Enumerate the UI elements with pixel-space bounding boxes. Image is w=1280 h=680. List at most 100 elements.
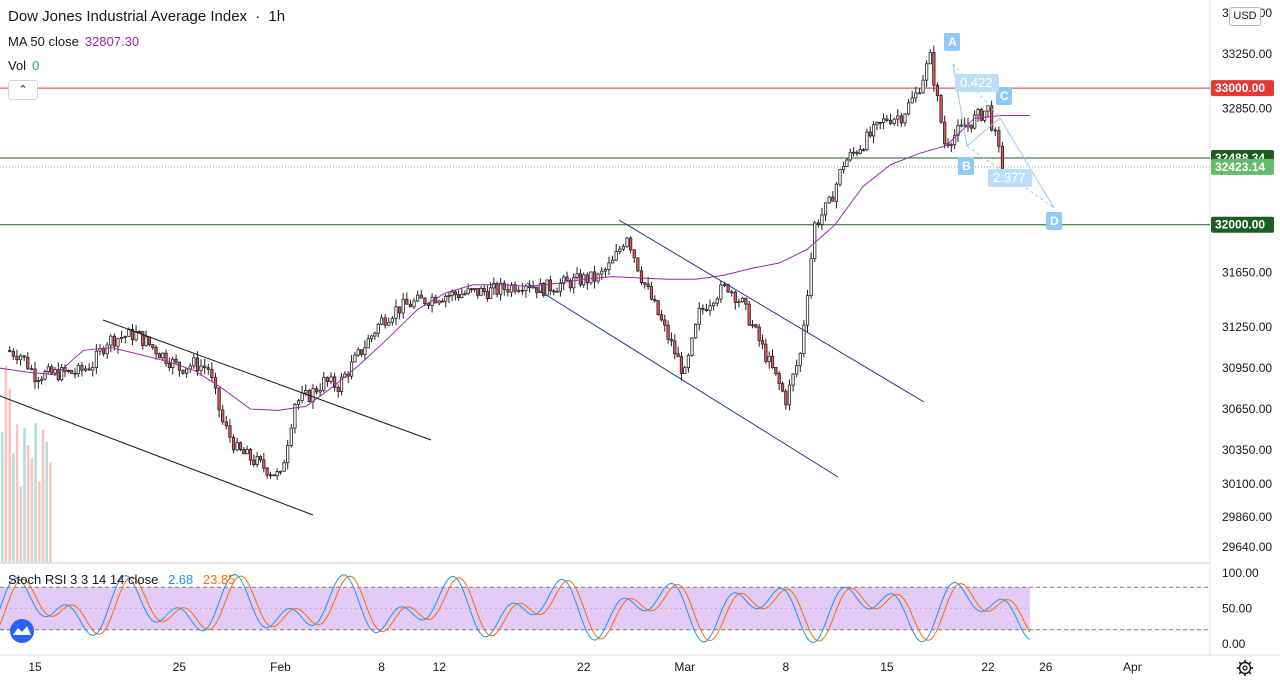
candle-up — [858, 149, 862, 154]
candle-down — [770, 355, 775, 368]
candle-down — [101, 348, 106, 355]
candle-up — [349, 361, 354, 377]
candle-down — [485, 291, 490, 299]
candle-up — [600, 270, 604, 275]
candle-up — [390, 317, 394, 323]
volume-series — [1, 365, 52, 562]
candle-up — [116, 338, 120, 347]
level-tag-label: 32000.00 — [1215, 218, 1265, 232]
candle-up — [356, 349, 360, 356]
time-tick-label: 25 — [173, 660, 187, 674]
candle-up — [437, 300, 441, 304]
candle-up — [875, 121, 879, 126]
price-tick-label: 29860.00 — [1222, 510, 1272, 524]
candle-up — [813, 222, 817, 259]
candle-up — [373, 332, 377, 337]
price-tick-label: 30950.00 — [1222, 361, 1272, 375]
candle-up — [625, 237, 629, 248]
volume-bar — [49, 462, 52, 562]
candle-down — [181, 369, 185, 374]
candle-up — [105, 344, 109, 355]
candle-up — [36, 380, 40, 383]
channel-blue-upper — [618, 219, 925, 403]
currency-button[interactable]: USD — [1229, 7, 1261, 26]
candle-down — [325, 376, 329, 382]
channel-blue-lower — [526, 282, 839, 478]
interval-label: 1h — [268, 8, 286, 25]
candle-up — [607, 262, 611, 270]
pattern-point-c: C — [1000, 89, 1009, 103]
candle-down — [747, 303, 751, 326]
candle-down — [552, 290, 556, 293]
ratio-label: 2.377 — [993, 170, 1026, 185]
price-tick-label: 33250.00 — [1222, 47, 1272, 61]
candle-up — [275, 471, 279, 477]
candle-up — [123, 336, 127, 338]
candle-up — [708, 305, 712, 312]
candle-down — [147, 336, 152, 345]
candle-down — [780, 383, 785, 392]
candle-down — [878, 121, 882, 124]
candle-up — [892, 118, 896, 124]
candle-up — [865, 131, 869, 150]
candle-up — [740, 297, 745, 303]
candle-down — [203, 365, 207, 369]
candle-up — [722, 284, 727, 286]
candle-up — [66, 370, 70, 372]
candle-up — [823, 202, 828, 216]
candle-up — [278, 470, 283, 473]
candle-up — [339, 376, 344, 392]
pattern-point-bg — [958, 157, 974, 175]
candle-up — [719, 284, 723, 300]
candle-up — [447, 295, 451, 297]
candle-up — [40, 378, 44, 381]
chevron-up-icon: ⌃ — [18, 84, 28, 96]
candle-down — [629, 237, 633, 251]
candle-down — [50, 366, 54, 374]
time-tick-label: Apr — [1123, 660, 1142, 674]
candle-up — [827, 196, 831, 204]
candle-down — [29, 368, 33, 371]
collapse-legend-button[interactable]: ⌃ — [8, 80, 38, 100]
candle-down — [855, 151, 859, 154]
candle-down — [666, 324, 670, 340]
candle-down — [476, 288, 480, 296]
candle-up — [492, 283, 496, 289]
candle-up — [925, 63, 929, 81]
candle-down — [636, 257, 640, 272]
settings-gear-icon[interactable] — [1236, 659, 1254, 677]
vol-label: Vol — [8, 58, 27, 73]
candle-down — [80, 364, 84, 371]
candle-up — [610, 259, 615, 264]
candle-up — [795, 365, 799, 375]
price-tick-label: 30100.00 — [1222, 477, 1272, 491]
candle-down — [195, 357, 200, 372]
candle-down — [73, 372, 77, 375]
price-tick-label: 32850.00 — [1222, 102, 1272, 116]
volume-bar — [30, 457, 34, 562]
candle-up — [956, 125, 960, 136]
candle-down — [656, 300, 660, 316]
candle-down — [210, 368, 214, 378]
candle-up — [928, 52, 932, 65]
candle-up — [479, 287, 483, 296]
stoch-rsi-k-value: 2.68 — [167, 572, 194, 587]
candle-up — [973, 114, 977, 129]
candle-down — [164, 352, 168, 364]
volume-bar — [26, 445, 30, 562]
candle-down — [632, 249, 636, 259]
candle-down — [568, 280, 572, 289]
candle-down — [653, 298, 657, 302]
candle-up — [293, 404, 297, 429]
candle-up — [120, 336, 124, 339]
candle-up — [318, 389, 322, 393]
candle-down — [760, 340, 765, 345]
candle-up — [134, 331, 138, 341]
candle-down — [744, 297, 748, 305]
candle-down — [314, 388, 319, 393]
candle-down — [359, 349, 364, 355]
candle-up — [18, 355, 23, 361]
tradingview-logo-icon[interactable] — [7, 618, 37, 644]
